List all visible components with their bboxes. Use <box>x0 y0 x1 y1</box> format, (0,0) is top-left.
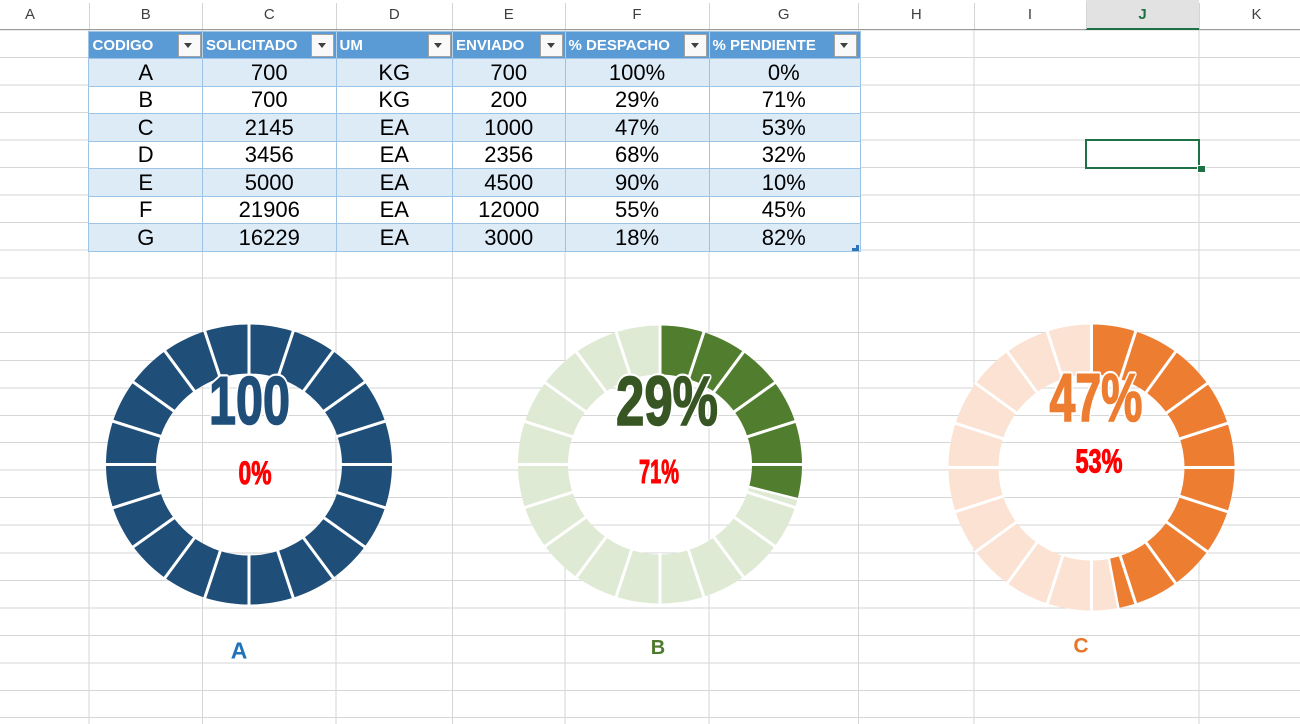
svg-text:A: A <box>231 638 248 664</box>
svg-text:71%: 71% <box>639 453 679 490</box>
svg-text:47%: 47% <box>1050 360 1143 436</box>
svg-text:100: 100 <box>209 363 290 439</box>
svg-text:47%: 47% <box>1050 360 1143 436</box>
svg-text:53%: 53% <box>1076 443 1123 480</box>
svg-text:100: 100 <box>209 363 290 439</box>
svg-text:C: C <box>1073 635 1088 658</box>
svg-text:B: B <box>651 637 665 659</box>
svg-text:29%: 29% <box>616 362 718 440</box>
svg-text:29%: 29% <box>616 362 718 440</box>
svg-text:0%: 0% <box>239 455 272 491</box>
